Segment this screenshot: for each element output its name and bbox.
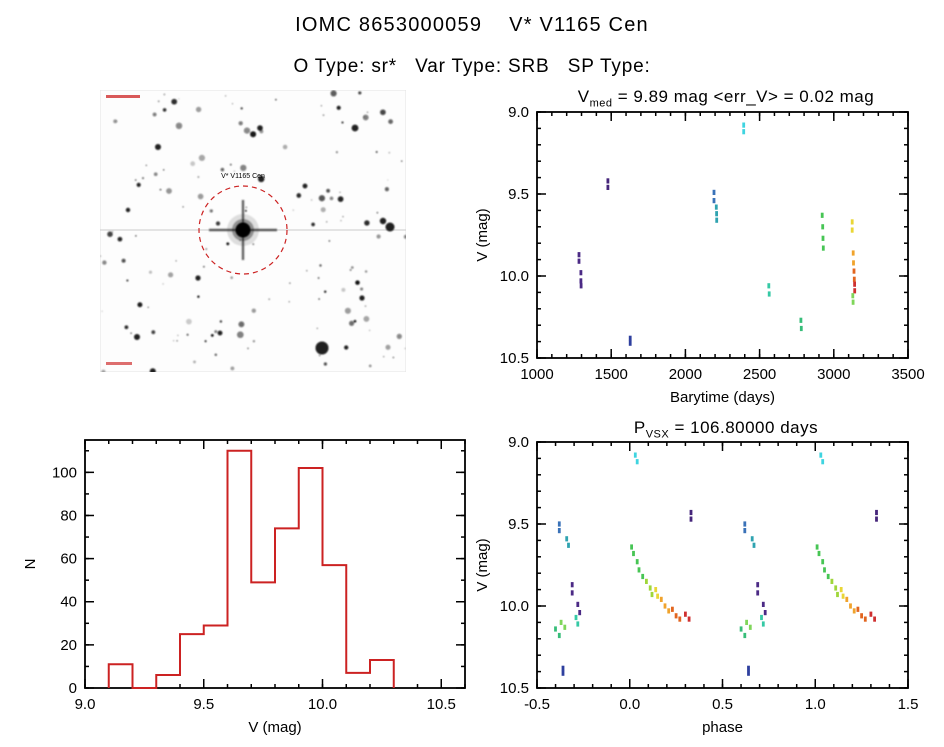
lightcurve-title: Vmed = 9.89 mag <err_V> = 0.02 mag [528, 87, 924, 109]
svg-text:10.5: 10.5 [427, 696, 456, 713]
svg-text:3000: 3000 [817, 366, 850, 383]
svg-text:10.0: 10.0 [500, 598, 529, 615]
svg-text:2000: 2000 [669, 366, 702, 383]
svg-text:N: N [22, 559, 39, 570]
finder-chart: V* V1165 Cen [99, 89, 408, 375]
svg-text:100: 100 [52, 464, 77, 481]
svg-text:V (mag): V (mag) [248, 719, 301, 736]
svg-text:9.5: 9.5 [508, 186, 529, 203]
svg-text:2500: 2500 [743, 366, 776, 383]
page-subtitle: O Type: sr* Var Type: SRB SP Type: [293, 56, 651, 77]
svg-text:1.5: 1.5 [898, 696, 919, 713]
svg-text:V* V1165 Cen: V* V1165 Cen [221, 173, 265, 180]
phase-title-sub: VSX [645, 428, 670, 441]
svg-text:9.5: 9.5 [508, 516, 529, 533]
histogram-plot: 9.0 9.5 10.0 10.5 0 20 40 60 80 100 V (mag) N [22, 439, 466, 736]
svg-text:1500: 1500 [595, 366, 628, 383]
svg-text:60: 60 [60, 551, 77, 568]
svg-text:1.0: 1.0 [805, 696, 826, 713]
phase-title: PVSX = 106.80000 days [528, 418, 924, 440]
svg-text:0.5: 0.5 [712, 696, 733, 713]
lightcurve-plot: 1000 1500 2000 2500 3000 3500 9.0 9.5 10.0 10.5 Ba… [474, 105, 925, 406]
svg-text:10.5: 10.5 [500, 350, 529, 367]
svg-text:0.0: 0.0 [619, 696, 640, 713]
svg-text:phase: phase [702, 719, 743, 736]
lightcurve-title-prefix: V [577, 87, 590, 106]
phase-title-prefix: P [633, 418, 646, 437]
phase-plot: -0.5 0.0 0.5 1.0 1.5 9.0 9.5 10.0 10.5 phase V (ma… [474, 435, 919, 736]
svg-text:10.0: 10.0 [308, 696, 337, 713]
svg-text:V (mag): V (mag) [474, 208, 491, 261]
svg-text:9.0: 9.0 [508, 435, 529, 451]
page-title: IOMC 8653000059 V* V1165 Cen [295, 14, 649, 36]
svg-text:9.0: 9.0 [75, 696, 96, 713]
svg-text:1000: 1000 [520, 366, 553, 383]
phase-title-rest: = 106.80000 days [669, 418, 819, 437]
svg-text:10.5: 10.5 [500, 680, 529, 697]
svg-text:40: 40 [60, 594, 77, 611]
lightcurve-title-rest: = 9.89 mag <err_V> = 0.02 mag [612, 87, 875, 106]
svg-text:0: 0 [69, 680, 77, 697]
svg-text:9.0: 9.0 [508, 105, 529, 121]
svg-text:10.0: 10.0 [500, 268, 529, 285]
finder-chart-image: V* V1165 Cen [99, 89, 408, 375]
svg-text:-0.5: -0.5 [524, 696, 550, 713]
lightcurve-title-sub: med [589, 97, 613, 110]
svg-text:20: 20 [60, 637, 77, 654]
svg-text:V (mag): V (mag) [474, 538, 491, 591]
svg-text:3500: 3500 [891, 366, 924, 383]
svg-text:9.5: 9.5 [193, 696, 214, 713]
svg-text:Barytime (days): Barytime (days) [670, 389, 775, 406]
svg-text:80: 80 [60, 507, 77, 524]
